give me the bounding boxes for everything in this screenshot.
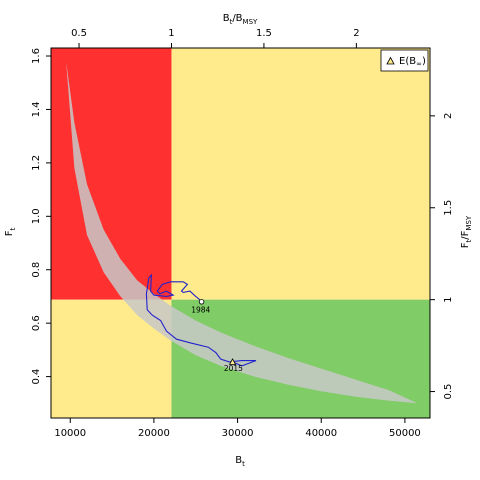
legend-marker [386, 56, 395, 65]
trajectory-line [145, 273, 257, 367]
y-tick-label: 0.6 [31, 315, 42, 331]
annotation-1984: 1984 [191, 305, 210, 314]
y-tick-label: 1.2 [31, 155, 42, 171]
right-tick-label: 1.5 [443, 200, 454, 216]
annotation-2015: 2015 [224, 364, 243, 373]
x-axis-label: Bt [235, 455, 245, 468]
trajectory-start-marker [198, 299, 205, 305]
region-overfishing [171, 48, 431, 300]
top-tick-label: 1.5 [256, 28, 272, 39]
equilibrium-band [66, 61, 418, 404]
legend: E(B∞) [380, 49, 429, 72]
end-marker [228, 358, 237, 365]
right-tick-label: 2 [443, 113, 454, 119]
y-tick-label: 0.8 [31, 262, 42, 278]
top-tick-label: 2 [353, 28, 359, 39]
right-tick-label: 0.5 [443, 384, 454, 400]
legend-box [380, 49, 429, 72]
x-tick-label: 30000 [222, 428, 254, 439]
right-tick-label: 1 [443, 296, 454, 302]
regions-layer [51, 48, 431, 418]
axes: 10000 20000 30000 40000 50000 0.4 0.6 0.8 1.0 1.2… [31, 28, 454, 439]
x-tick-label: 50000 [389, 428, 421, 439]
y-tick-label: 1.4 [31, 101, 42, 117]
x-tick-label: 10000 [54, 428, 86, 439]
top-tick-label: 1 [168, 28, 174, 39]
x-tick-label: 20000 [138, 428, 170, 439]
right-axis-label: Ft/FMSY [460, 215, 473, 248]
y-tick-label: 1.6 [31, 48, 42, 64]
legend-label: E(B∞) [399, 56, 426, 68]
y-tick-label: 0.4 [31, 369, 42, 385]
y-tick-label: 1.0 [31, 208, 42, 224]
annotations: 1984 2015 [191, 305, 243, 373]
y-axis-label: Ft [4, 227, 17, 236]
x-tick-label: 40000 [305, 428, 337, 439]
top-axis-label: Bt/BMSY [223, 13, 258, 26]
plot-frame [50, 47, 431, 419]
top-tick-label: 0.5 [71, 28, 87, 39]
